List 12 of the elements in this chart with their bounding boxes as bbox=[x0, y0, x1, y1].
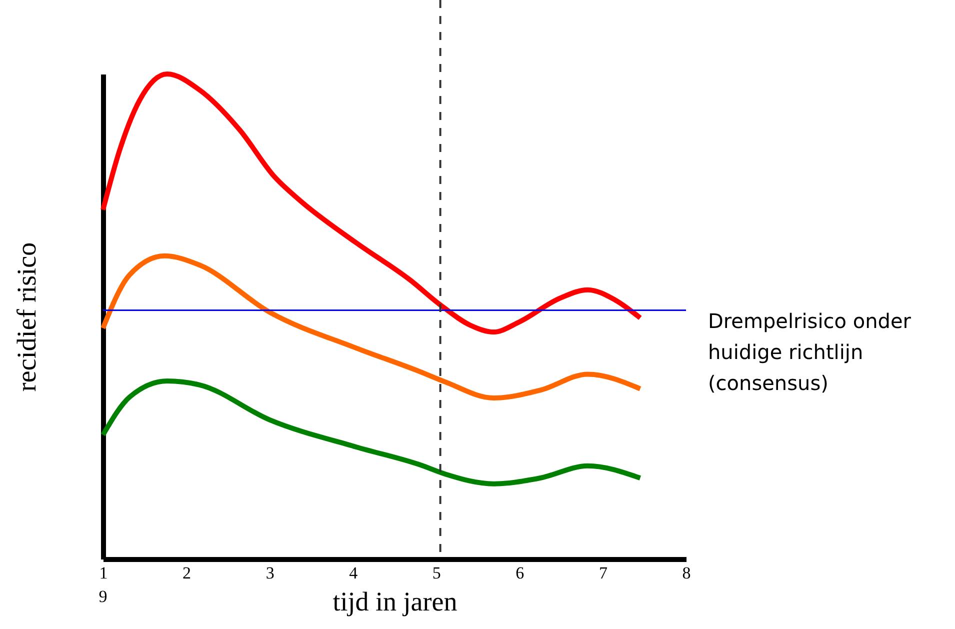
x-axis-title: tijd in jaren bbox=[332, 586, 458, 616]
x-tick-label: 1 bbox=[99, 564, 108, 582]
x-tick-label: 2 bbox=[182, 564, 192, 582]
ref-line-label: Drempelrisico onder huidige richtlijn (consensus) bbox=[708, 309, 912, 396]
x-tick-label: 4 bbox=[349, 564, 358, 582]
x-tick-label: 7 bbox=[598, 564, 608, 582]
text: 9 bbox=[98, 587, 108, 606]
x-tick-label: 5 bbox=[432, 564, 441, 582]
y-axis-title: recidief risico bbox=[12, 242, 42, 392]
x-tick-label: 3 bbox=[266, 564, 274, 582]
x-tick-label: 8 bbox=[682, 564, 691, 582]
x-tick-label: 6 bbox=[516, 564, 524, 582]
